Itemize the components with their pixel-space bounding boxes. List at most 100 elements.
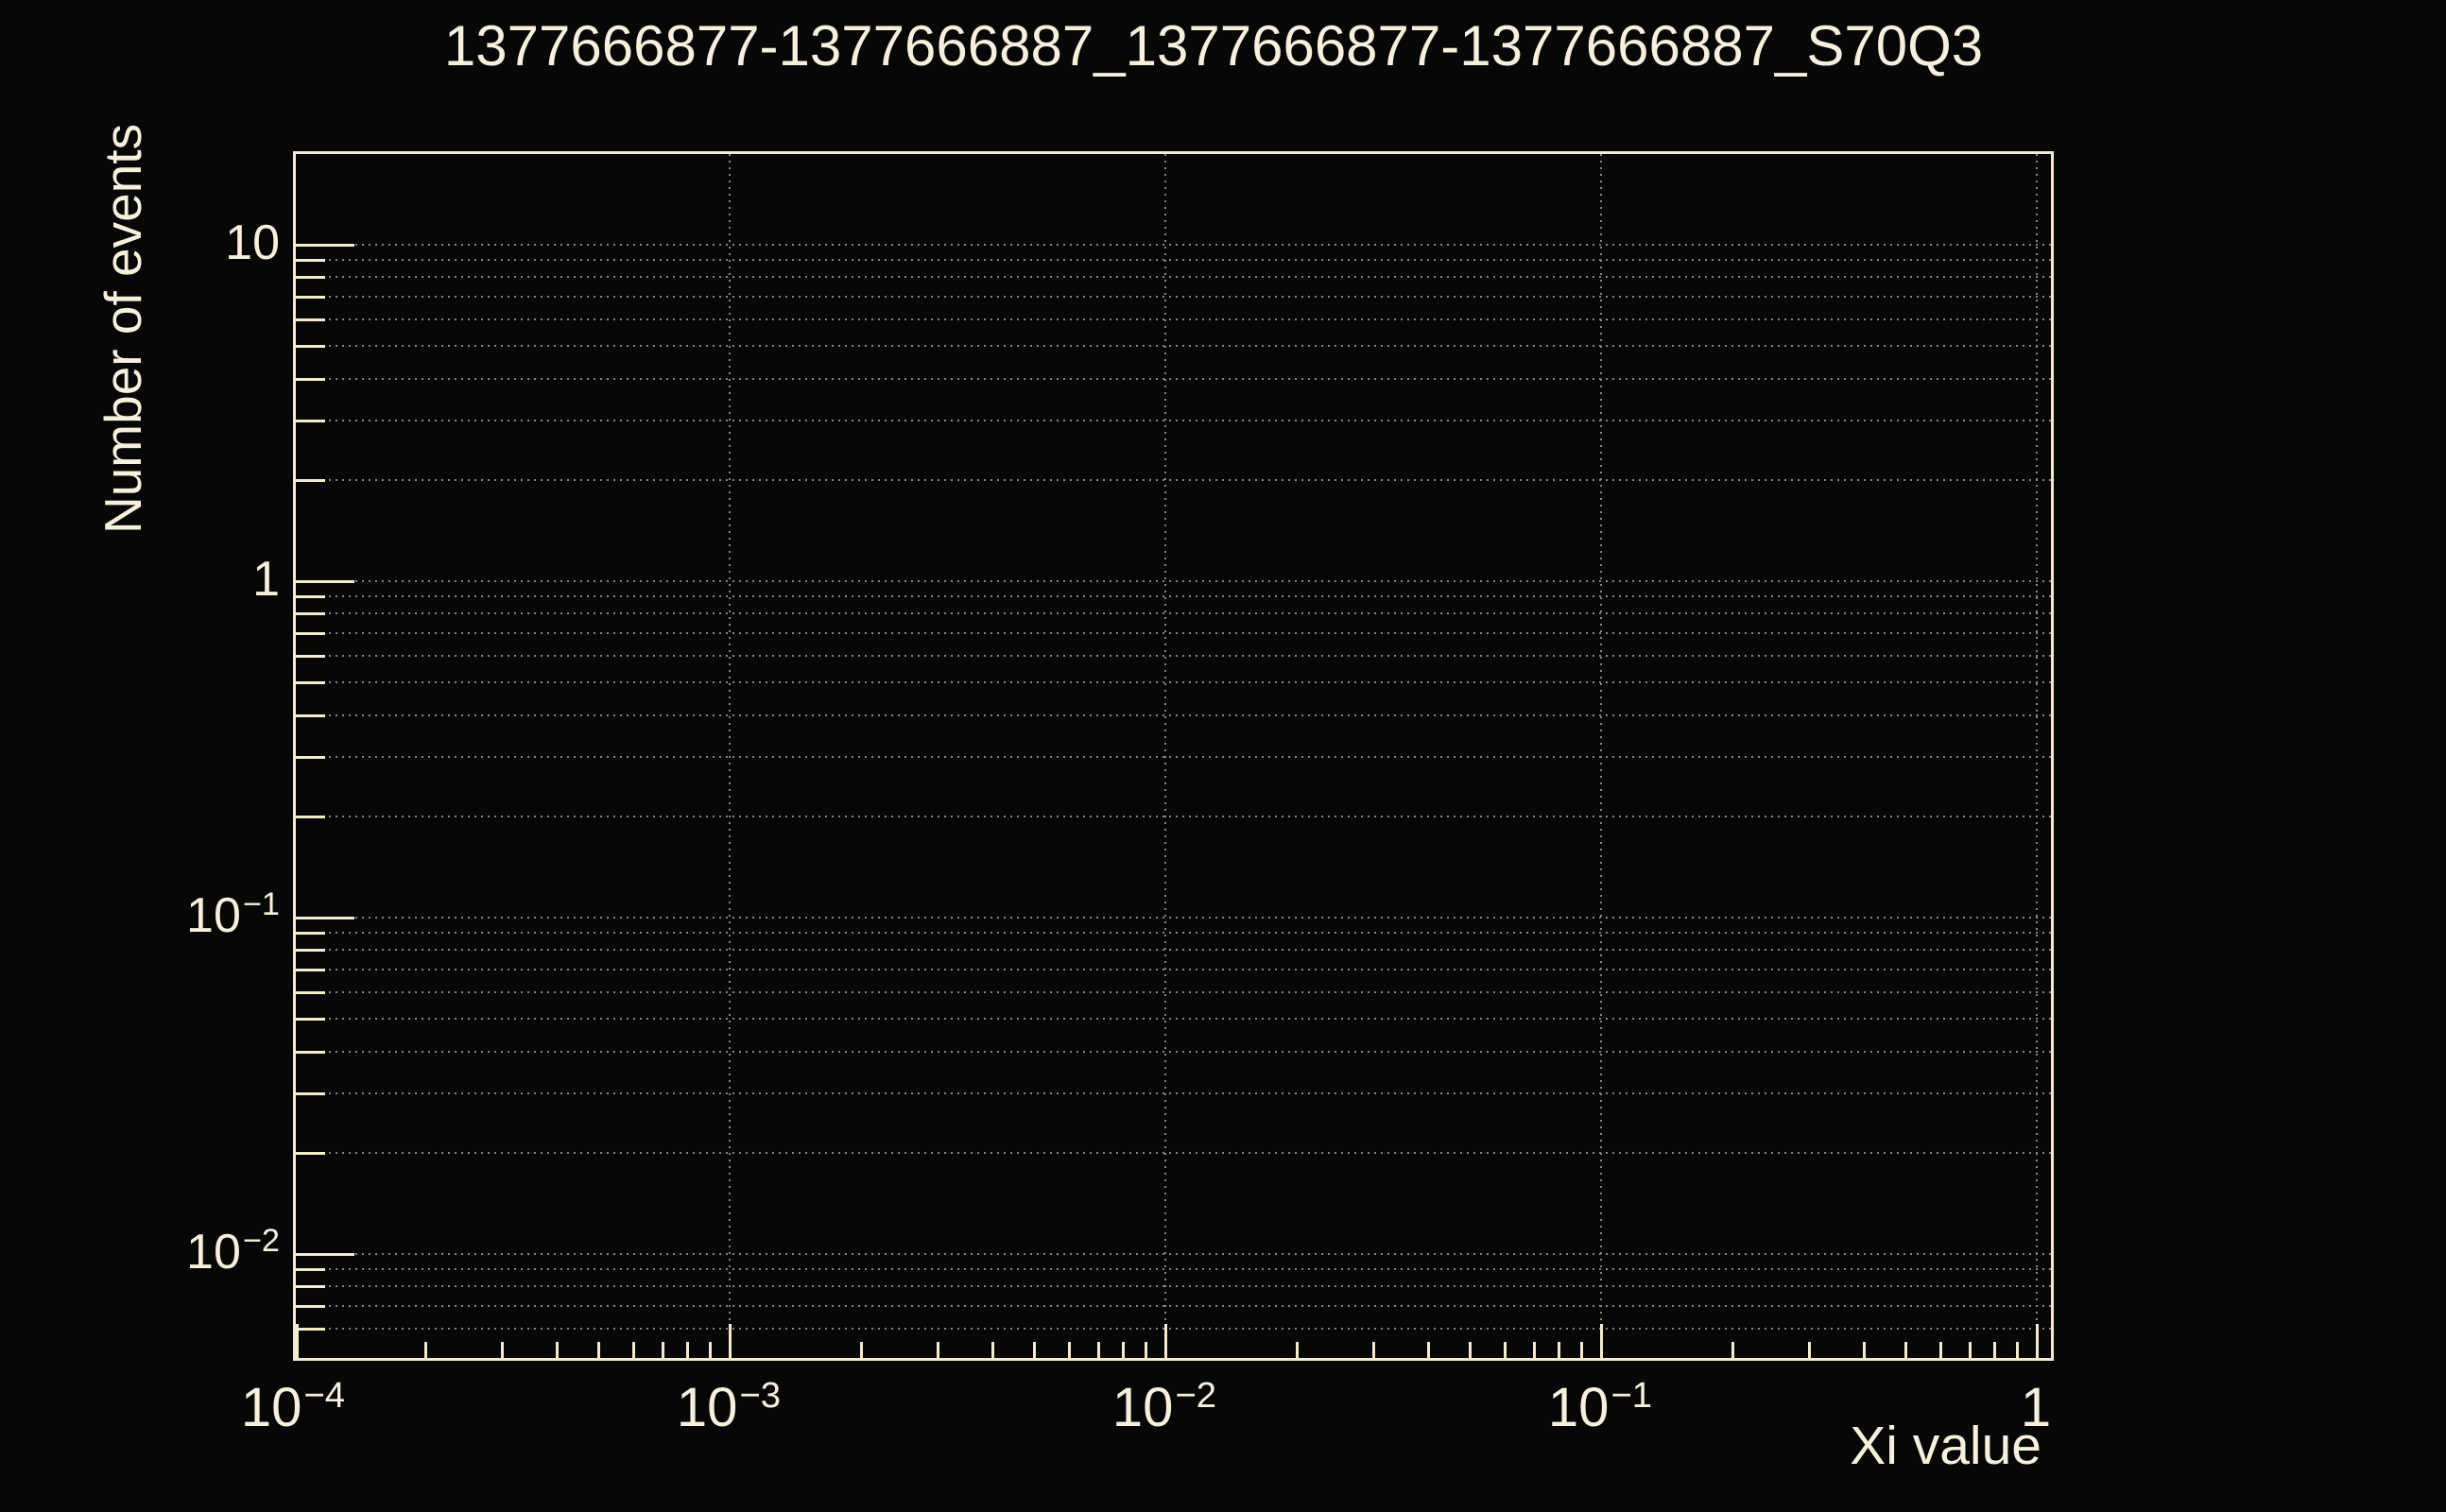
- x-minor-tick: [1731, 1342, 1734, 1358]
- y-minor-tick: [296, 1018, 325, 1021]
- x-tick-label: 1: [2020, 1377, 2052, 1438]
- y-minor-tick: [296, 1268, 325, 1271]
- horizontal-gridline: [296, 1285, 2051, 1287]
- x-minor-tick: [1122, 1342, 1125, 1358]
- y-minor-tick: [296, 479, 325, 482]
- horizontal-gridline: [296, 991, 2051, 993]
- horizontal-gridline: [296, 756, 2051, 758]
- y-minor-tick: [296, 318, 325, 321]
- x-minor-tick: [1469, 1342, 1472, 1358]
- x-tick-label: 10−4: [240, 1375, 346, 1438]
- x-minor-tick: [686, 1342, 689, 1358]
- y-minor-tick: [296, 632, 325, 635]
- y-minor-tick: [296, 816, 325, 818]
- x-minor-tick: [501, 1342, 504, 1358]
- x-minor-tick: [662, 1342, 664, 1358]
- x-minor-tick: [937, 1342, 939, 1358]
- vertical-gridline: [729, 154, 731, 1358]
- y-tick-label: 1: [252, 552, 280, 607]
- x-major-tick: [1600, 1324, 1603, 1358]
- horizontal-gridline: [296, 949, 2051, 951]
- x-minor-tick: [1993, 1342, 1996, 1358]
- horizontal-gridline: [296, 1092, 2051, 1094]
- plot-frame: [293, 151, 2054, 1361]
- horizontal-gridline: [296, 1018, 2051, 1020]
- horizontal-gridline: [296, 1268, 2051, 1270]
- x-tick-label: 10−2: [1111, 1375, 1217, 1438]
- x-minor-tick: [597, 1342, 600, 1358]
- horizontal-gridline: [296, 479, 2051, 481]
- y-minor-tick: [296, 932, 325, 935]
- horizontal-gridline: [296, 1051, 2051, 1053]
- x-minor-tick: [1808, 1342, 1811, 1358]
- y-minor-tick: [296, 1051, 325, 1054]
- horizontal-gridline: [296, 595, 2051, 597]
- vertical-gridline: [1164, 154, 1166, 1358]
- y-major-tick: [296, 244, 354, 247]
- y-minor-tick: [296, 1305, 325, 1308]
- horizontal-gridline: [296, 420, 2051, 421]
- horizontal-gridline: [296, 1152, 2051, 1154]
- y-tick-label: 10−1: [186, 886, 280, 943]
- horizontal-gridline: [296, 259, 2051, 261]
- horizontal-gridline: [296, 932, 2051, 934]
- y-minor-tick: [296, 276, 325, 279]
- y-minor-tick: [296, 756, 325, 759]
- x-major-tick: [729, 1324, 732, 1358]
- horizontal-gridline: [296, 345, 2051, 347]
- horizontal-gridline: [296, 276, 2051, 278]
- horizontal-gridline: [296, 1305, 2051, 1307]
- y-minor-tick: [296, 1152, 325, 1155]
- x-minor-tick: [1558, 1342, 1560, 1358]
- y-minor-tick: [296, 681, 325, 684]
- horizontal-gridline: [296, 655, 2051, 657]
- x-minor-tick: [1580, 1342, 1583, 1358]
- x-axis-title: Xi value: [1850, 1416, 2041, 1476]
- y-minor-tick: [296, 259, 325, 262]
- y-minor-tick: [296, 1328, 325, 1331]
- y-tick-label: 10−2: [186, 1223, 280, 1280]
- x-minor-tick: [1372, 1342, 1375, 1358]
- chart-title: 1377666877-1377666887_1377666877-1377666…: [443, 14, 1984, 77]
- horizontal-gridline: [296, 580, 2051, 582]
- y-minor-tick: [296, 969, 325, 971]
- y-minor-tick: [296, 991, 325, 994]
- x-minor-tick: [1969, 1342, 1972, 1358]
- horizontal-gridline: [296, 681, 2051, 683]
- x-minor-tick: [632, 1342, 635, 1358]
- x-minor-tick: [1097, 1342, 1100, 1358]
- horizontal-gridline: [296, 244, 2051, 246]
- y-minor-tick: [296, 420, 325, 422]
- y-minor-tick: [296, 655, 325, 658]
- y-minor-tick: [296, 1285, 325, 1288]
- y-major-tick: [296, 1253, 354, 1256]
- x-minor-tick: [709, 1342, 712, 1358]
- x-minor-tick: [1904, 1342, 1907, 1358]
- y-minor-tick: [296, 714, 325, 717]
- y-minor-tick: [296, 296, 325, 299]
- horizontal-gridline: [296, 378, 2051, 380]
- x-minor-tick: [1296, 1342, 1299, 1358]
- x-minor-tick: [860, 1342, 863, 1358]
- x-minor-tick: [1427, 1342, 1430, 1358]
- x-minor-tick: [1504, 1342, 1507, 1358]
- horizontal-gridline: [296, 714, 2051, 716]
- x-minor-tick: [556, 1342, 559, 1358]
- y-major-tick: [296, 580, 354, 583]
- x-minor-tick: [1533, 1342, 1536, 1358]
- vertical-gridline: [2036, 154, 2038, 1358]
- y-minor-tick: [296, 595, 325, 598]
- x-major-tick: [2036, 1324, 2039, 1358]
- horizontal-gridline: [296, 318, 2051, 320]
- x-tick-label: 10−1: [1547, 1375, 1653, 1438]
- x-minor-tick: [424, 1342, 427, 1358]
- x-minor-tick: [1939, 1342, 1942, 1358]
- x-minor-tick: [1033, 1342, 1036, 1358]
- x-major-tick: [296, 1324, 299, 1358]
- y-major-tick: [296, 917, 354, 919]
- y-minor-tick: [296, 1092, 325, 1095]
- x-tick-label: 10−3: [676, 1375, 782, 1438]
- vertical-gridline: [1600, 154, 1602, 1358]
- x-minor-tick: [991, 1342, 994, 1358]
- horizontal-gridline: [296, 632, 2051, 634]
